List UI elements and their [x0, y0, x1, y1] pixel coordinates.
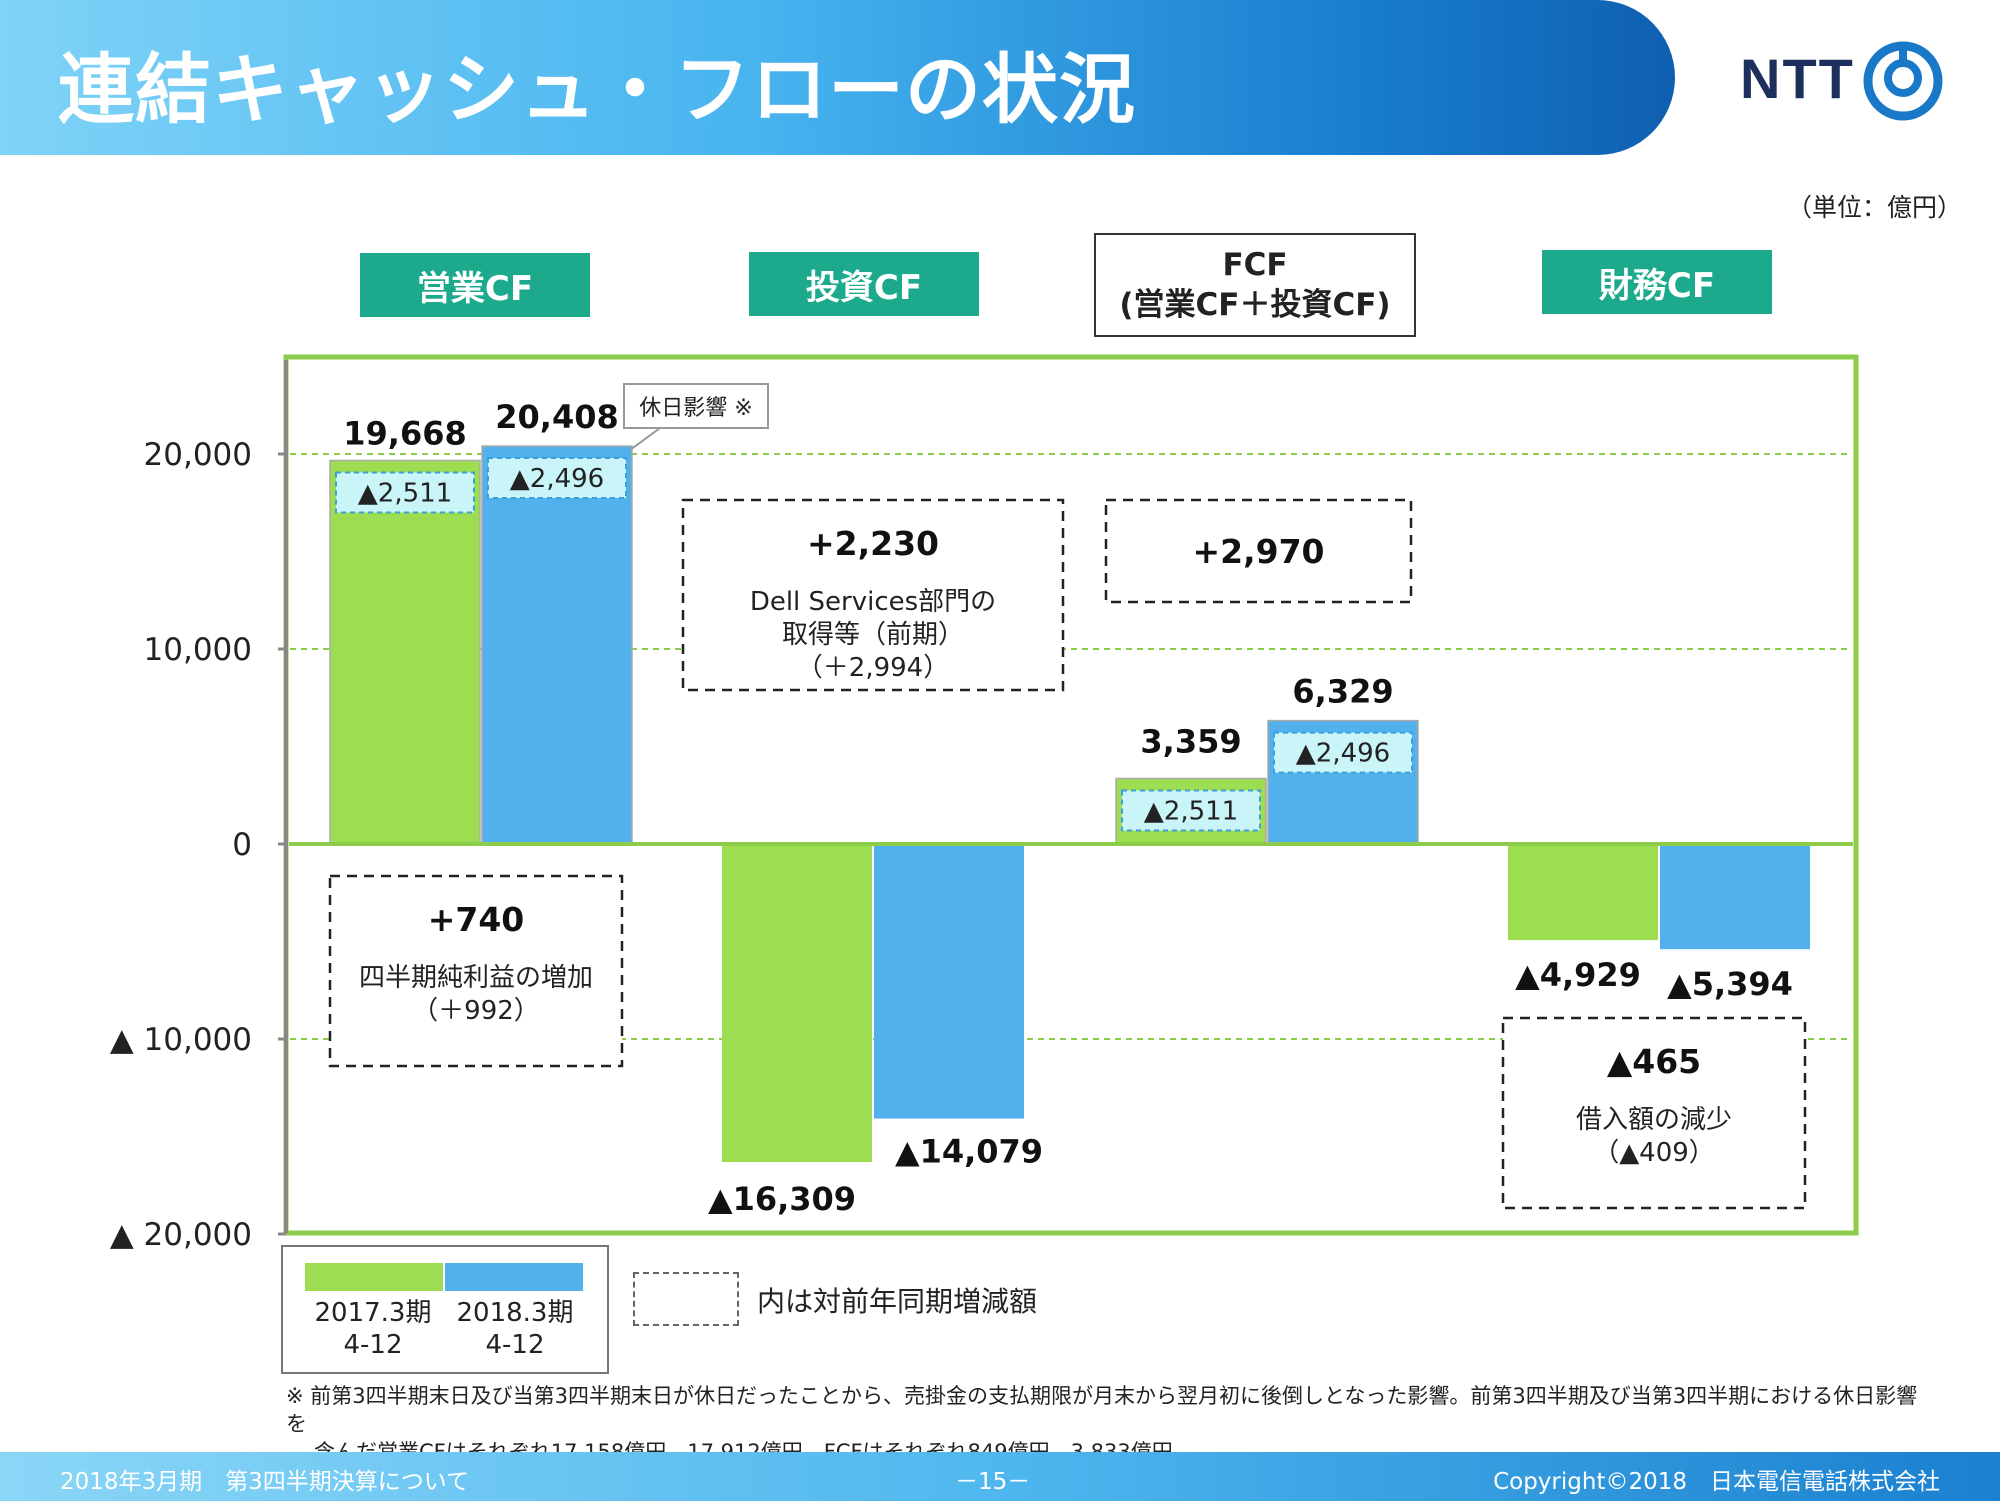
bar-value-label: ▲5,394: [1667, 965, 1793, 1003]
bar-value-label: 6,329: [1292, 673, 1393, 711]
bar-value-label: 3,359: [1140, 722, 1241, 760]
legend-label-2018: 2018.3期 4-12: [445, 1297, 585, 1361]
title-bar: [0, 0, 1675, 155]
bar: [874, 844, 1024, 1119]
holiday-effect-box: [1273, 731, 1413, 774]
holiday-callout-leader: [629, 427, 661, 451]
yoy-box: [1501, 1016, 1807, 1210]
yoy-box: [1104, 498, 1413, 604]
bar: [329, 459, 481, 845]
yoy-change-label: ▲465: [1607, 1042, 1701, 1081]
legend-2018-line2: 4-12: [485, 1330, 545, 1360]
y-tick-label: ▲ 10,000: [110, 1022, 252, 1058]
bar-value-label: 19,668: [343, 414, 466, 452]
bar-value-label: ▲14,079: [895, 1133, 1043, 1171]
yoy-note-label: （＋992）: [412, 996, 540, 1026]
yoy-note-label: Dell Services部門の: [750, 587, 996, 617]
bar: [481, 445, 633, 845]
bar: [1508, 844, 1658, 941]
y-tick-label: 10,000: [144, 632, 252, 668]
header-fcf: FCF (営業CF＋投資CF): [1094, 233, 1416, 337]
header-investing-cf: 投資CF: [749, 252, 979, 316]
bar: [1660, 844, 1810, 950]
yoy-change-label: +740: [428, 900, 525, 939]
yoy-change-label: +2,230: [807, 524, 939, 563]
bar-value-label: ▲4,929: [1515, 956, 1641, 994]
header-operating-cf: 営業CF: [360, 253, 590, 317]
legend-swatch-2017: [305, 1263, 443, 1291]
holiday-effect-box: [1121, 789, 1261, 832]
y-tick-label: 20,000: [144, 437, 252, 473]
bar-value-label: ▲16,309: [708, 1180, 856, 1218]
legend-swatch-2018: [445, 1263, 583, 1291]
legend-2018-line1: 2018.3期: [456, 1298, 574, 1328]
yoy-box: [681, 498, 1065, 692]
y-tick-label: ▲ 20,000: [110, 1217, 252, 1253]
legend-label-2017: 2017.3期 4-12: [303, 1297, 443, 1361]
legend: 2017.3期 4-12 2018.3期 4-12: [281, 1245, 609, 1374]
holiday-effect-box: [335, 471, 475, 514]
holiday-effect-label: ▲2,496: [1296, 739, 1390, 769]
yoy-note-label: （▲409）: [1593, 1138, 1715, 1168]
holiday-effect-box: [487, 457, 627, 500]
holiday-callout-box: [623, 383, 769, 429]
unit-note: （単位：億円）: [1786, 193, 1962, 222]
footer-page-number: －15－: [955, 1469, 1031, 1495]
holiday-effect-label: ▲2,511: [358, 478, 452, 508]
footer-bar: 2018年3月期 第3四半期決算について －15－ Copyright©2018…: [0, 1452, 2000, 1501]
yoy-note-label: 取得等（前期）: [782, 620, 964, 650]
yoy-note-label: 借入額の減少: [1576, 1105, 1732, 1135]
holiday-effect-label: ▲2,496: [510, 464, 604, 494]
y-tick-label: 0: [232, 827, 252, 863]
ntt-logo-icon: [1863, 41, 1943, 121]
legend-2017-line1: 2017.3期: [314, 1298, 432, 1328]
yoy-change-label: +2,970: [1192, 532, 1324, 571]
footer-copyright: Copyright©2018 日本電信電話株式会社: [1493, 1469, 1940, 1495]
yoy-note-label: （＋2,994）: [797, 653, 949, 683]
yoy-note-label: 四半期純利益の増加: [359, 963, 593, 993]
footnote-line1: ※ 前第3四半期末日及び当第3四半期末日が休日だったことから、売掛金の支払期限が…: [286, 1384, 1918, 1436]
bar: [722, 844, 872, 1163]
legend-2017-line2: 4-12: [343, 1330, 403, 1360]
legend-dashed-label: 内は対前年同期増減額: [757, 1285, 1038, 1318]
holiday-effect-label: ▲2,511: [1144, 796, 1238, 826]
header-fcf-line1: FCF: [1222, 247, 1288, 283]
header-financing-cf: 財務CF: [1542, 250, 1772, 314]
footer-doc-title: 2018年3月期 第3四半期決算について: [60, 1469, 470, 1495]
ntt-logo-text: NTT: [1740, 47, 1855, 110]
holiday-callout-label: 休日影響 ※: [639, 396, 752, 421]
legend-dashed-box: [633, 1272, 739, 1326]
yoy-box: [328, 874, 624, 1068]
page-title: 連結キャッシュ・フローの状況: [58, 45, 1136, 134]
bar-value-label: 20,408: [495, 398, 618, 436]
header-fcf-line2: (営業CF＋投資CF): [1119, 287, 1391, 323]
